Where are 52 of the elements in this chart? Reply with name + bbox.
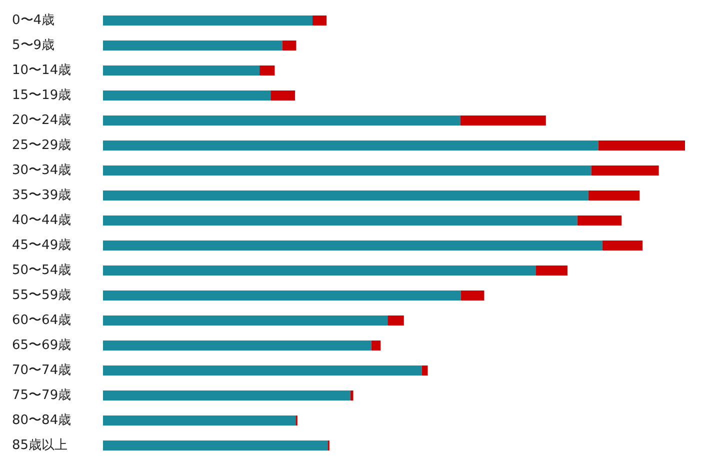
- y-tick-label: 5〜9歳: [12, 38, 55, 53]
- bar: [103, 340, 372, 350]
- bar: [460, 116, 546, 126]
- bar: [460, 290, 484, 300]
- y-tick-label: 0〜4歳: [12, 13, 55, 28]
- bar: [260, 66, 275, 76]
- bar: [103, 16, 313, 26]
- y-tick-label: 45〜49歳: [12, 238, 72, 253]
- y-tick-label: 15〜19歳: [12, 88, 72, 103]
- bar: [536, 266, 568, 276]
- y-tick-label: 20〜24歳: [12, 113, 72, 128]
- bar: [588, 190, 640, 200]
- y-tick-label: 35〜39歳: [12, 188, 72, 203]
- bar: [103, 316, 388, 326]
- y-tick-label: 55〜59歳: [12, 288, 72, 303]
- y-tick-label: 50〜54歳: [12, 263, 72, 278]
- bar: [103, 290, 461, 300]
- bar: [103, 440, 328, 450]
- y-tick-label: 70〜74歳: [12, 363, 72, 378]
- bar: [103, 390, 350, 400]
- bar: [312, 16, 326, 26]
- y-tick-label: 85歳以上: [12, 438, 68, 453]
- bar: [577, 216, 622, 226]
- bar: [103, 240, 602, 250]
- y-tick-label: 40〜44歳: [12, 213, 72, 228]
- bar: [103, 90, 271, 100]
- bar: [103, 40, 282, 50]
- y-tick-label: 25〜29歳: [12, 138, 72, 153]
- bar: [591, 166, 659, 176]
- y-tick-label: 10〜14歳: [12, 63, 72, 78]
- y-tick-label: 75〜79歳: [12, 388, 72, 403]
- y-tick-label: 80〜84歳: [12, 413, 72, 428]
- bar: [371, 340, 381, 350]
- bar: [602, 240, 643, 250]
- y-tick-label: 65〜69歳: [12, 338, 72, 353]
- bar: [103, 116, 460, 126]
- bar: [103, 190, 588, 200]
- y-tick-label: 30〜34歳: [12, 163, 72, 178]
- bar: [103, 266, 536, 276]
- y-tick-label: 60〜64歳: [12, 313, 72, 328]
- bar: [598, 140, 685, 150]
- bar: [103, 366, 422, 376]
- bar: [103, 216, 578, 226]
- bar: [103, 166, 592, 176]
- bar: [422, 366, 428, 376]
- bar: [270, 90, 296, 100]
- bar: [103, 416, 296, 426]
- bar: [350, 390, 354, 400]
- bar: [388, 316, 404, 326]
- bar: [103, 140, 598, 150]
- bar: [282, 40, 296, 50]
- bar: [103, 66, 260, 76]
